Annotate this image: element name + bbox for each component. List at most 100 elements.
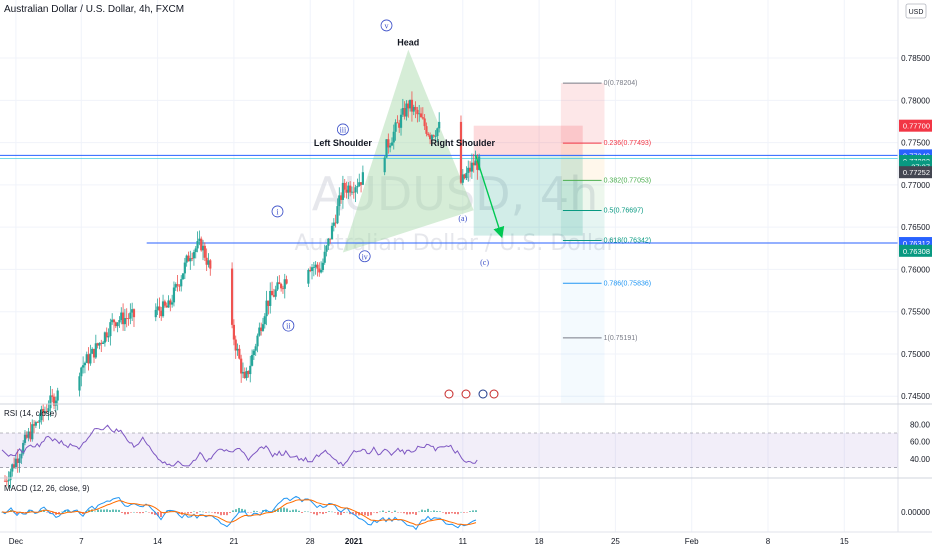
candle-body — [394, 122, 397, 132]
stop-loss-zone — [473, 125, 583, 156]
candle-body — [272, 295, 275, 297]
currency-button[interactable]: USD — [905, 3, 927, 19]
candle-body — [176, 284, 179, 286]
candle-body — [187, 255, 190, 262]
candle-body — [263, 316, 266, 325]
macd-histogram-bar — [352, 512, 354, 515]
macd-histogram-bar — [43, 509, 45, 512]
macd-histogram-bar — [325, 512, 327, 514]
candle-body — [234, 339, 237, 351]
grid — [0, 0, 898, 532]
candle-body — [283, 279, 286, 289]
candle-body — [354, 187, 357, 193]
candle-body — [265, 300, 268, 317]
wave-circle — [282, 319, 295, 332]
candle-body — [459, 121, 463, 183]
macd-histogram-bar — [409, 512, 411, 515]
candle-body — [32, 424, 36, 426]
time-axis-label: 28 — [306, 537, 315, 546]
candle-body — [25, 434, 28, 438]
candle-body — [180, 279, 183, 287]
candle-body — [389, 145, 392, 148]
candle-body — [269, 291, 272, 306]
candle-body — [120, 312, 123, 321]
macd-histogram-bar — [238, 507, 240, 512]
macd-histogram-bar — [442, 512, 444, 513]
candle-body — [47, 408, 50, 412]
macd-histogram-bar — [67, 510, 69, 512]
candle-body — [325, 245, 328, 252]
candle-body — [154, 309, 157, 318]
wave-circle — [271, 205, 284, 218]
candle-body — [42, 409, 45, 414]
time-axis-label: 2021 — [345, 537, 363, 546]
fib-zone — [560, 240, 605, 403]
candle-body — [345, 189, 348, 193]
candle-body — [261, 324, 265, 331]
candle-body — [91, 348, 94, 354]
macd-histogram-bar — [451, 512, 453, 514]
pattern-label: Head — [397, 37, 419, 47]
candle-body — [56, 390, 59, 401]
macd-histogram-bar — [127, 512, 129, 515]
rsi-axis-label: 40.00 — [910, 455, 931, 464]
macd-histogram-bar — [340, 512, 342, 516]
candle-body — [332, 222, 335, 226]
macd-histogram-bar — [406, 512, 408, 515]
candle-body — [347, 185, 350, 193]
macd-histogram-bar — [58, 512, 60, 514]
price-tag — [899, 166, 932, 179]
candlestick-series — [3, 91, 481, 489]
candle-body — [201, 245, 205, 251]
candle-body — [419, 113, 423, 118]
macd-histogram-bar — [280, 508, 282, 512]
flag-us-icon[interactable] — [478, 389, 488, 399]
rsi-line — [1, 424, 478, 467]
candle-body — [338, 195, 341, 207]
candle-body — [185, 255, 188, 263]
macd-histogram-bar — [121, 512, 123, 513]
flag-us-icon[interactable] — [444, 389, 454, 399]
wave-label: (c) — [480, 258, 489, 267]
candle-body — [92, 348, 96, 358]
candle-body — [478, 156, 481, 170]
event-markers[interactable] — [444, 389, 499, 399]
candle-body — [276, 282, 279, 290]
flag-us-icon[interactable] — [489, 389, 499, 399]
candle-body — [16, 458, 19, 463]
candle-body — [254, 346, 257, 351]
candle-body — [20, 453, 23, 459]
fib-level-label: 0.236(0.77493) — [604, 140, 651, 147]
candle-body — [172, 287, 176, 303]
candle-body — [178, 285, 181, 287]
candle-body — [131, 309, 134, 313]
candle-body — [109, 322, 112, 337]
macd-histogram-bar — [460, 511, 462, 513]
macd-histogram-bar — [226, 512, 228, 516]
fib-zone — [560, 83, 605, 144]
candle-body — [18, 458, 21, 463]
take-profit-zone — [473, 155, 583, 236]
macd-histogram-bar — [16, 512, 18, 515]
candle-body — [358, 182, 361, 187]
candle-body — [78, 376, 81, 391]
candle-body — [470, 162, 473, 172]
flag-us-icon[interactable] — [461, 389, 471, 399]
macd-histogram-bar — [190, 512, 192, 514]
candle-body — [359, 182, 363, 185]
candle-body — [129, 312, 132, 319]
candle-body — [320, 270, 323, 273]
candle-body — [280, 284, 283, 289]
candle-body — [80, 367, 83, 377]
candle-body — [421, 117, 424, 119]
candle-body — [236, 348, 239, 351]
candle-body — [309, 269, 312, 272]
candle-body — [160, 310, 163, 317]
fib-zone — [560, 180, 605, 211]
macd-histogram-bar — [403, 512, 405, 514]
candle-body — [343, 182, 346, 190]
rsi-band — [0, 433, 898, 468]
price-axis: 0.78500 0.78000 0.77500 0.77000 0.76500 0.760… — [901, 54, 930, 401]
price-axis-label: 0.78000 — [901, 96, 930, 105]
